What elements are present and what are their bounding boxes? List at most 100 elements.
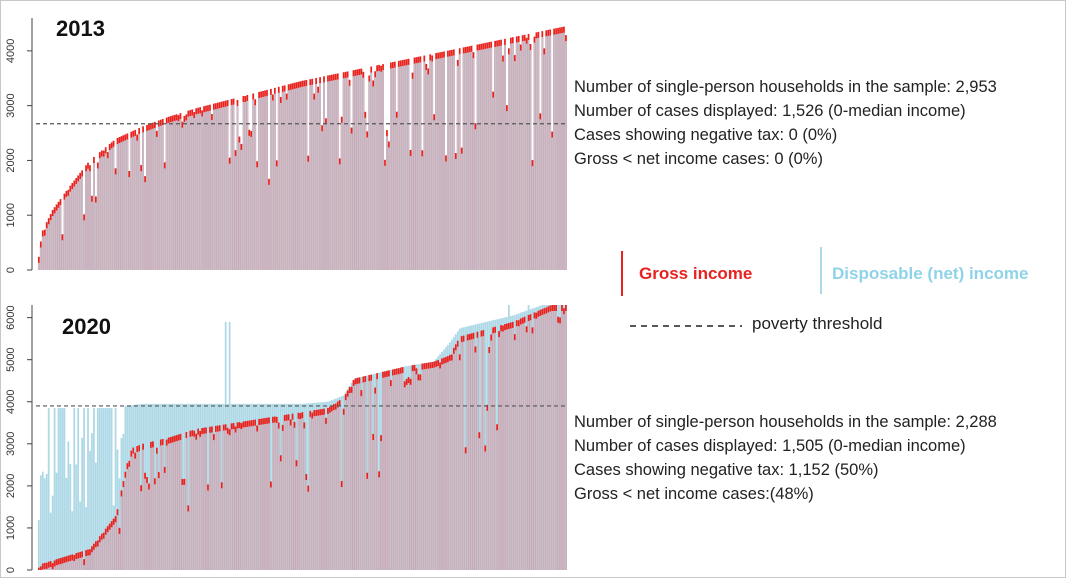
bar-body xyxy=(364,381,367,570)
y-tick-label: 2000 xyxy=(5,148,17,172)
y-tick-label: 0 xyxy=(5,567,17,573)
bar-body xyxy=(171,442,174,570)
bar-body xyxy=(407,383,410,570)
bar-body xyxy=(441,364,443,570)
bar-body xyxy=(262,96,264,271)
bar-body xyxy=(122,141,125,270)
bar-body xyxy=(163,168,166,270)
bar-body xyxy=(500,45,502,270)
bar-body xyxy=(435,59,437,270)
bar-body xyxy=(551,311,554,570)
bar-body xyxy=(191,115,194,271)
bar-body xyxy=(331,411,333,570)
net-income-bar xyxy=(91,433,93,570)
bar-body xyxy=(228,435,231,570)
bar-body xyxy=(405,384,408,570)
bar-body xyxy=(513,61,516,271)
bar-body xyxy=(535,38,538,270)
panel-2013: 0 1000 2000 3000 4000 xyxy=(5,18,567,273)
net-income-bar xyxy=(43,478,46,570)
bar-body xyxy=(238,142,241,270)
bar-body xyxy=(213,109,215,270)
chart-title-2020: 2020 xyxy=(62,314,111,339)
bar-body xyxy=(470,51,473,270)
bar-body xyxy=(407,64,410,270)
bar-body xyxy=(419,380,422,570)
bar-body xyxy=(427,368,430,570)
bar-body xyxy=(382,377,384,570)
bar-body xyxy=(462,341,465,570)
bar-body xyxy=(417,62,420,270)
bar-body xyxy=(305,480,308,570)
bar-body xyxy=(502,61,504,271)
bar-body xyxy=(240,149,243,270)
y-tick-label: 4000 xyxy=(5,39,17,63)
net-income-bar xyxy=(89,450,91,570)
bar-body xyxy=(256,431,259,570)
bar-body xyxy=(283,420,286,570)
bar-body xyxy=(179,439,182,570)
bar-body xyxy=(43,235,46,270)
bar-body xyxy=(232,104,235,270)
bar-body xyxy=(399,373,402,570)
bar-body xyxy=(380,71,382,270)
bar-body xyxy=(541,315,544,570)
bar-body xyxy=(476,50,479,270)
bar-body xyxy=(51,569,54,570)
bar-body xyxy=(181,484,184,570)
bar-body xyxy=(537,37,540,270)
bar-body xyxy=(193,118,196,271)
net-income-bar xyxy=(87,408,89,570)
bar-body xyxy=(83,565,85,570)
bar-body xyxy=(138,134,141,270)
bar-body xyxy=(391,375,394,570)
bar-body xyxy=(155,453,158,570)
bar-body xyxy=(281,430,284,570)
net-income-bar xyxy=(77,408,80,570)
bar-body xyxy=(96,168,99,270)
bar-body xyxy=(260,424,262,570)
bar-body xyxy=(59,564,62,570)
bar-body xyxy=(112,146,115,270)
bar-body xyxy=(167,443,170,570)
net-income-bar xyxy=(114,408,117,570)
bar-body xyxy=(96,546,99,570)
bar-body xyxy=(458,360,461,570)
bar-body xyxy=(553,311,555,570)
bar-body xyxy=(490,340,493,570)
bar-body xyxy=(338,406,341,570)
bar-body xyxy=(159,125,162,270)
bar-body xyxy=(126,139,129,270)
bar-body xyxy=(291,419,294,570)
bar-body xyxy=(79,557,82,570)
bar-body xyxy=(197,434,200,570)
y-tick-label: 5000 xyxy=(5,347,17,371)
bar-body xyxy=(272,100,274,271)
info-line: Cases showing negative tax: 1,152 (50%) xyxy=(574,461,879,479)
bar-body xyxy=(362,382,365,570)
y-tick-label: 1000 xyxy=(5,203,17,227)
bar-body xyxy=(57,207,60,270)
bar-body xyxy=(199,113,201,270)
bar-body xyxy=(325,423,327,570)
bar-body xyxy=(240,429,243,570)
bar-body xyxy=(224,106,227,270)
bar-body xyxy=(136,452,139,570)
bar-body xyxy=(124,140,127,270)
bar-body xyxy=(511,43,514,271)
bar-body xyxy=(393,374,396,570)
bar-body xyxy=(331,80,333,270)
bar-body xyxy=(315,415,318,570)
bar-body xyxy=(122,487,125,570)
gross-income-bar xyxy=(83,559,85,570)
bar-body xyxy=(277,92,280,270)
bar-body xyxy=(384,165,386,270)
bar-body xyxy=(47,567,50,570)
bar-body xyxy=(262,424,264,570)
bar-body xyxy=(146,483,148,570)
bar-body xyxy=(370,72,373,270)
bar-body xyxy=(189,436,192,570)
bar-body xyxy=(488,48,491,270)
bar-body xyxy=(360,396,363,570)
bar-body xyxy=(460,342,463,570)
